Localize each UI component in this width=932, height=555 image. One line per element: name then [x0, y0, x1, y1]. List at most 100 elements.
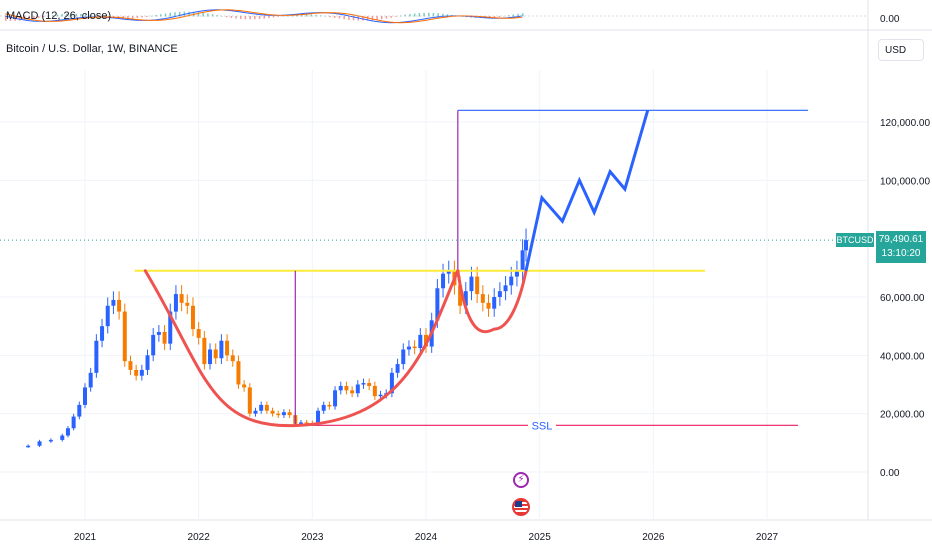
macd-histogram-bar [503, 15, 505, 17]
candle-body [446, 270, 451, 274]
candle-body [156, 332, 161, 335]
candle-body [492, 297, 497, 309]
candle-body [321, 404, 326, 411]
candle-body [480, 294, 485, 303]
candle-body [219, 340, 224, 359]
candle-body [355, 384, 360, 394]
candle-body [298, 422, 303, 424]
macd-indicator-label[interactable]: MACD (12, 26, close) [6, 10, 112, 22]
candle-body [105, 305, 110, 327]
macd-histogram-bar [310, 14, 312, 17]
macd-histogram-bar [188, 11, 190, 17]
candle-body [236, 361, 241, 385]
macd-histogram-bar [211, 14, 214, 17]
candle-body [242, 384, 247, 388]
macd-histogram-bar [19, 16, 21, 21]
candle-body [65, 428, 70, 436]
candle-body [361, 383, 366, 385]
currency-selector[interactable]: USD [878, 39, 924, 61]
candle-body [117, 299, 122, 312]
candle-body [179, 294, 184, 303]
macd-histogram-bar [84, 14, 87, 17]
candle-body [134, 369, 139, 376]
macd-histogram-bar [376, 16, 378, 20]
candle-body [145, 355, 150, 370]
macd-histogram-bar [42, 16, 45, 18]
candle-body [88, 372, 93, 388]
candle-body [486, 302, 491, 309]
macd-histogram-bar [155, 14, 157, 17]
candle-body [514, 270, 519, 277]
symbol-badge: BTCUSD [836, 233, 874, 247]
candle-body [225, 340, 230, 356]
candle-body [497, 291, 502, 297]
macd-histogram-bar [150, 15, 153, 17]
macd-histogram-bar [296, 14, 298, 17]
macd-histogram-bar [404, 14, 406, 17]
macd-histogram-bar [371, 16, 374, 21]
candle-body [389, 372, 394, 394]
candle-body [372, 385, 377, 397]
candle-body [83, 387, 87, 405]
candle-body [151, 334, 156, 356]
candle-body [287, 412, 292, 416]
candle-body [327, 404, 332, 407]
macd-histogram-bar [9, 16, 12, 21]
candle-body [168, 311, 173, 344]
x-tick-label: 2022 [188, 532, 211, 543]
macd-histogram-bar [249, 16, 251, 20]
macd-histogram-bar [432, 12, 435, 17]
macd-histogram-bar [348, 16, 350, 20]
candle-body [162, 332, 167, 344]
macd-histogram-bar [423, 12, 425, 17]
candle-body [475, 276, 480, 295]
macd-histogram-bar [28, 16, 30, 20]
macd-histogram-bar [61, 14, 63, 17]
macd-histogram-bar [442, 13, 444, 17]
macd-histogram-bar [230, 16, 233, 18]
candle-body [412, 346, 417, 349]
candle-body [441, 273, 446, 289]
macd-histogram-bar [122, 16, 124, 19]
macd-histogram-bar [174, 12, 176, 17]
candle-body [26, 445, 31, 448]
macd-histogram-bar [493, 16, 496, 18]
x-tick-label: 2023 [301, 532, 324, 543]
macd-histogram-bar [197, 12, 200, 17]
candle-body [173, 294, 178, 312]
macd-histogram-bar [66, 13, 68, 17]
macd-histogram-bar [385, 16, 388, 19]
candle-body [128, 361, 133, 370]
macd-zero-label: 0.00 [880, 14, 900, 25]
lightning-icon[interactable]: ⚡ [513, 472, 529, 488]
candle-body [94, 340, 99, 373]
symbol-title[interactable]: Bitcoin / U.S. Dollar, 1W, BINANCE [6, 43, 178, 55]
macd-histogram-bar [428, 12, 430, 17]
handle-curve [456, 269, 528, 334]
candle-body [247, 387, 252, 414]
macd-histogram-bar [146, 16, 148, 17]
macd-histogram-bar [343, 16, 345, 20]
us-flag-icon[interactable] [512, 498, 530, 516]
candle-body [344, 385, 349, 391]
macd-signal-line [4, 9, 523, 24]
candle-body [367, 383, 372, 386]
macd-histogram-bar [127, 16, 129, 19]
x-tick-label: 2027 [756, 532, 779, 543]
y-tick-label: 40,000.00 [880, 351, 925, 362]
current-price-badge: 79,490.61 13:10:20 [876, 231, 926, 263]
macd-histogram-bar [413, 13, 416, 17]
macd-histogram-bar [131, 16, 134, 19]
candle-body [122, 311, 127, 362]
macd-histogram-bar [254, 16, 256, 20]
candle-body [253, 410, 258, 414]
macd-histogram-bar [362, 16, 364, 21]
macd-histogram-bar [395, 16, 397, 17]
candle-body [230, 355, 235, 362]
macd-histogram-bar [99, 15, 101, 17]
macd-histogram-bar [80, 13, 82, 17]
candle-body [503, 285, 508, 292]
candle-body [333, 390, 338, 407]
